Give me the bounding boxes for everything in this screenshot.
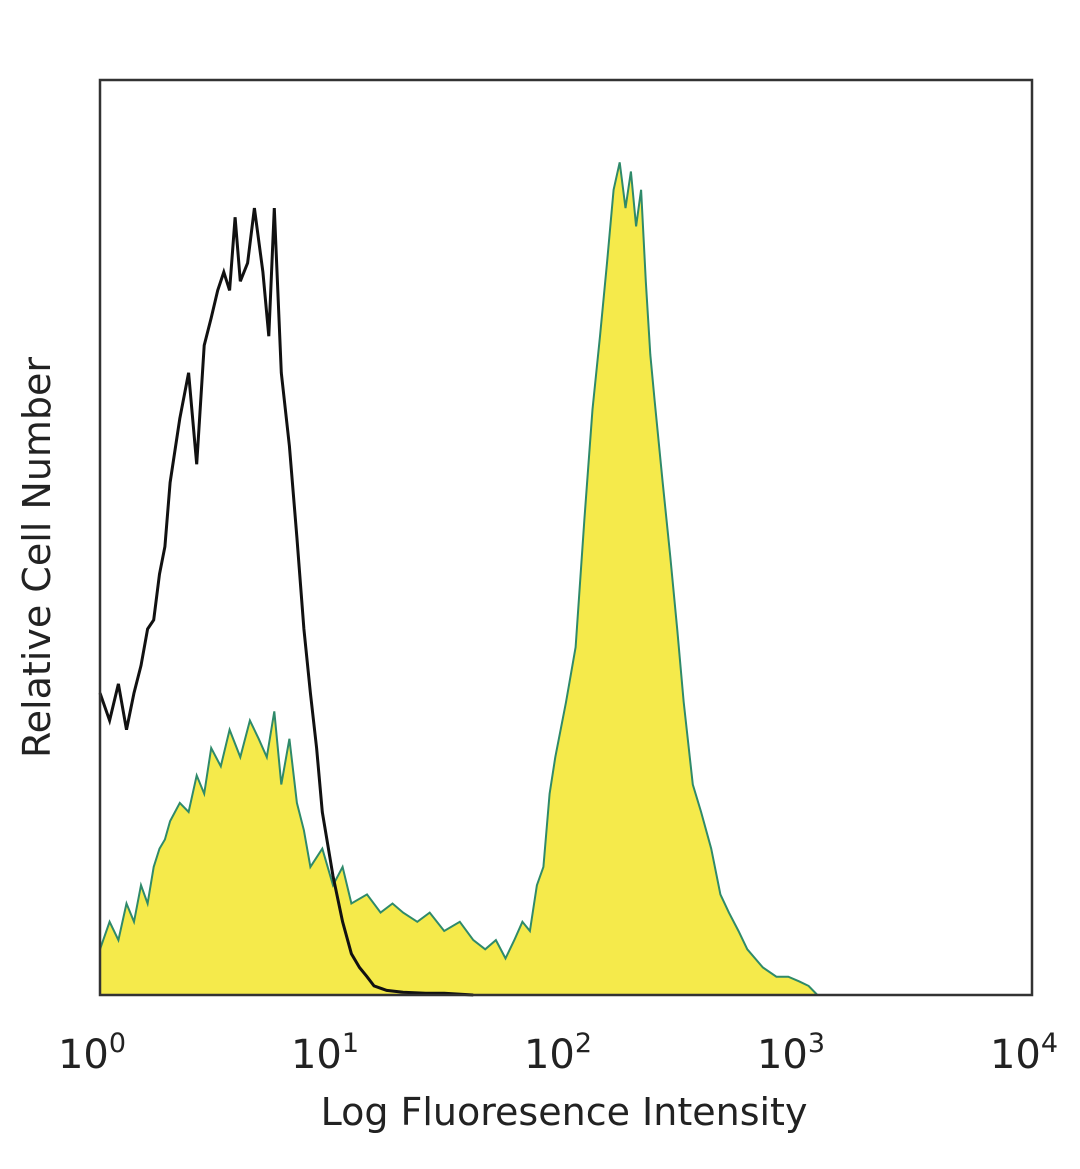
histogram-fill-1 <box>100 162 818 995</box>
x-tick-label: 104 <box>990 1028 1058 1078</box>
x-axis-title: Log Fluoresence Intensity <box>321 1090 808 1134</box>
histogram-outline-0 <box>98 207 474 997</box>
plot-frame <box>98 78 1034 997</box>
y-axis-title: Relative Cell Number <box>15 357 59 758</box>
x-axis-ticks: 100 101 102 103 104 <box>58 1028 1058 1078</box>
x-tick-label: 100 <box>58 1028 126 1078</box>
x-tick-label: 101 <box>291 1028 359 1078</box>
x-tick-label: 102 <box>524 1028 592 1078</box>
x-tick-label: 103 <box>757 1028 825 1078</box>
plot-area <box>98 162 819 997</box>
histogram-edge-1 <box>99 162 819 996</box>
